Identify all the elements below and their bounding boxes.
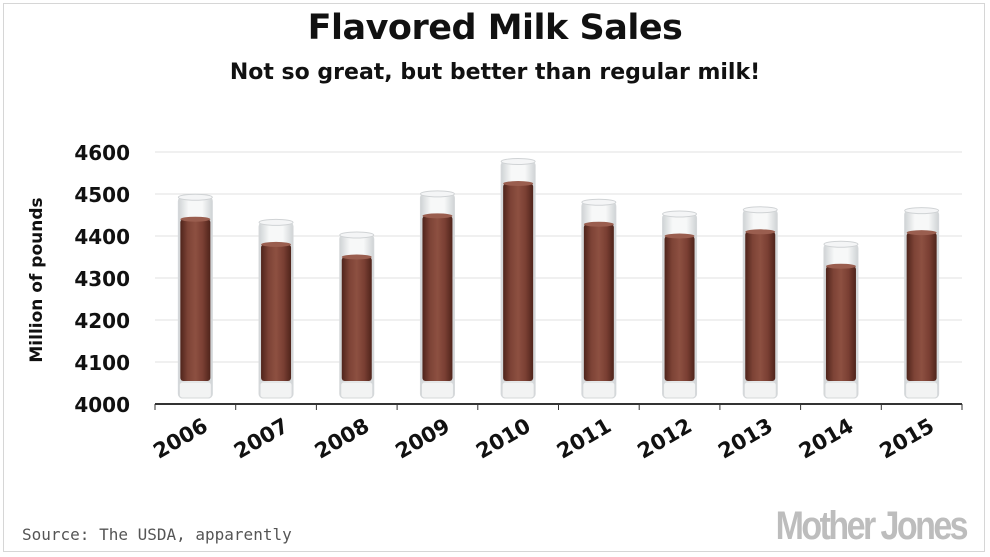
x-tick-label: 2007 bbox=[230, 414, 293, 464]
glass-rim bbox=[177, 193, 213, 201]
milk-surface bbox=[664, 233, 695, 239]
bar-2013 bbox=[742, 206, 778, 399]
x-tick-label: 2010 bbox=[472, 414, 535, 464]
glass-rim bbox=[258, 218, 294, 226]
y-tick-label: 4600 bbox=[74, 141, 130, 165]
milk-surface bbox=[745, 229, 776, 235]
milk-surface bbox=[583, 221, 614, 227]
glass-base bbox=[340, 381, 374, 399]
glass-base bbox=[259, 381, 293, 399]
milk-surface bbox=[341, 254, 372, 260]
glass-base bbox=[420, 381, 454, 399]
glass-base bbox=[905, 381, 939, 399]
milk-surface bbox=[906, 230, 937, 236]
glass-base bbox=[743, 381, 777, 399]
y-tick-label: 4200 bbox=[74, 309, 130, 333]
bar bbox=[503, 183, 534, 381]
glass-rim bbox=[742, 206, 778, 214]
glass-base bbox=[178, 381, 212, 399]
x-tick-label: 2011 bbox=[553, 414, 616, 464]
y-tick-label: 4000 bbox=[74, 393, 130, 417]
y-axis-label: Million of pounds bbox=[27, 197, 47, 362]
bar-2012 bbox=[662, 210, 698, 399]
x-tick-label: 2014 bbox=[795, 414, 858, 464]
chart-title: Flavored Milk Sales bbox=[307, 8, 683, 48]
brand-logo: Mother Jones bbox=[775, 504, 969, 548]
bar-2009 bbox=[419, 190, 455, 399]
glass-rim bbox=[904, 207, 940, 215]
x-tick-label: 2015 bbox=[876, 414, 939, 464]
bar-2006 bbox=[177, 193, 213, 399]
milk-surface bbox=[503, 181, 534, 186]
x-tick-label: 2009 bbox=[391, 414, 454, 464]
bar bbox=[906, 232, 937, 381]
bar-2011 bbox=[581, 198, 617, 399]
glass-rim bbox=[339, 231, 375, 239]
milk-surface bbox=[180, 216, 211, 222]
bar-2010 bbox=[500, 158, 536, 399]
bar-2015 bbox=[904, 207, 940, 399]
bar bbox=[664, 236, 695, 381]
glass-rim bbox=[419, 190, 455, 198]
milk-surface bbox=[825, 263, 856, 269]
bar-2008 bbox=[339, 231, 375, 399]
chart-frame bbox=[3, 3, 985, 552]
glass-rim bbox=[500, 158, 536, 165]
bar bbox=[261, 244, 292, 381]
bar-2014 bbox=[823, 240, 859, 399]
glass-base bbox=[824, 381, 858, 399]
x-tick-label: 2006 bbox=[149, 414, 212, 464]
glass-rim bbox=[823, 240, 859, 248]
glass-base bbox=[582, 381, 616, 399]
x-tick-label: 2012 bbox=[633, 414, 696, 464]
glass-base bbox=[501, 381, 535, 399]
bar bbox=[422, 215, 453, 381]
bars bbox=[177, 158, 940, 399]
glass-rim bbox=[662, 210, 698, 218]
milk-surface bbox=[422, 213, 453, 219]
glass-base bbox=[663, 381, 697, 399]
x-tick-labels: 2006 2007 2008 2009 2010 2011 2012 2013 2014 2015 bbox=[149, 404, 963, 464]
bar-2007 bbox=[258, 218, 294, 399]
bar bbox=[583, 224, 614, 381]
y-tick-labels: 4000 4100 4200 4300 4400 4500 4600 bbox=[74, 141, 130, 417]
y-tick-label: 4300 bbox=[74, 267, 130, 291]
bar bbox=[825, 266, 856, 381]
y-tick-label: 4500 bbox=[74, 183, 130, 207]
x-tick-label: 2013 bbox=[714, 414, 777, 464]
bar bbox=[180, 219, 211, 381]
y-tick-label: 4400 bbox=[74, 225, 130, 249]
milk-surface bbox=[261, 241, 292, 247]
glass-rim bbox=[581, 198, 617, 206]
y-tick-label: 4100 bbox=[74, 351, 130, 375]
bar bbox=[341, 257, 372, 381]
x-tick-label: 2008 bbox=[311, 414, 374, 464]
source-note: Source: The USDA, apparently bbox=[22, 525, 292, 544]
chart-subtitle: Not so great, but better than regular mi… bbox=[229, 60, 761, 85]
bar bbox=[745, 231, 776, 381]
